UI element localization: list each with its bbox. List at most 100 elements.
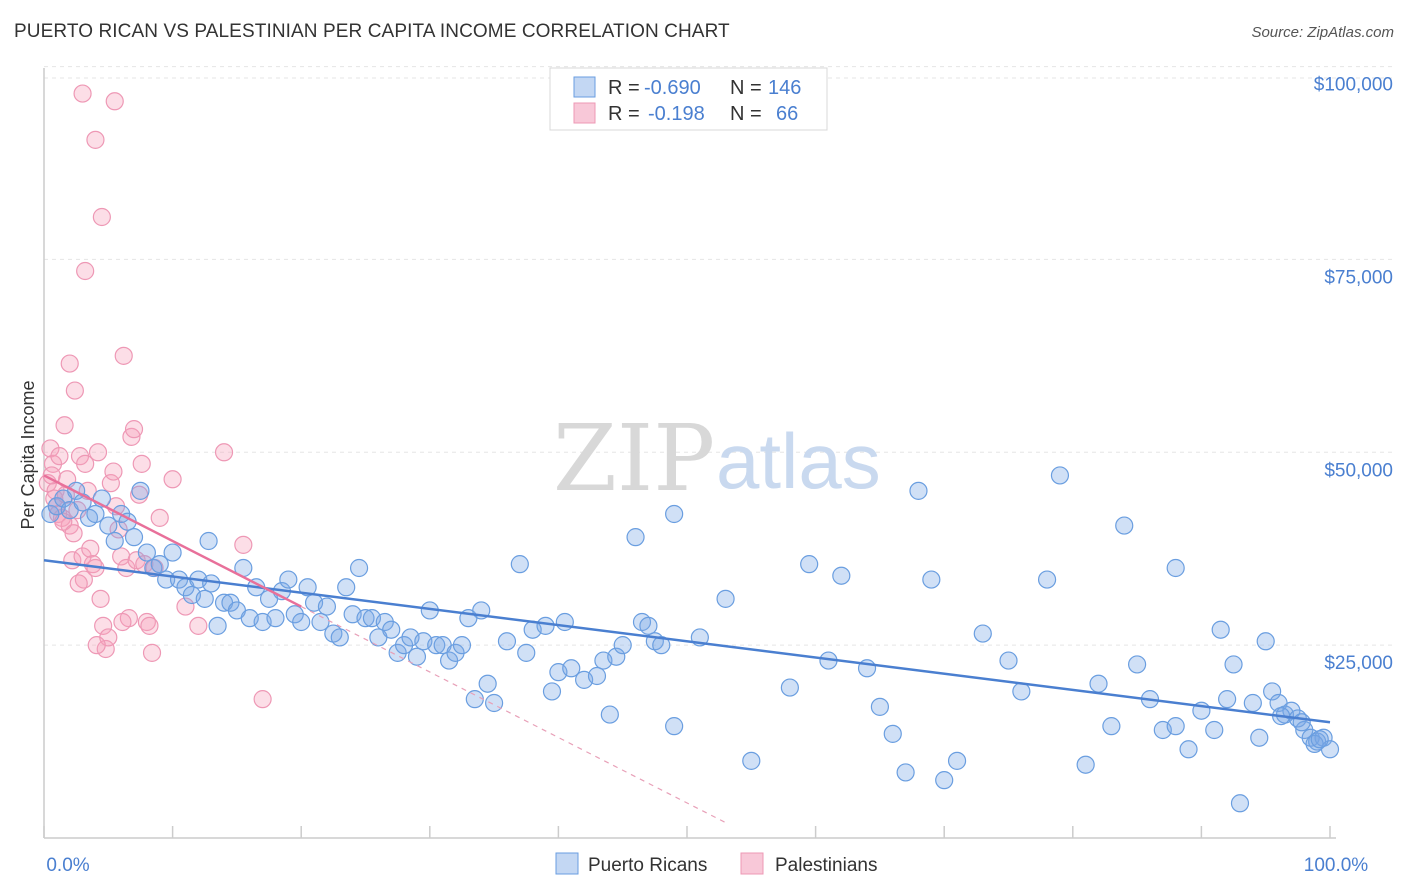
palestinians-point [114, 346, 133, 365]
puerto-ricans-point [298, 578, 317, 597]
legend-n-value-1: 146 [768, 77, 801, 99]
puerto-ricans-point [510, 555, 529, 574]
palestinians-point [104, 462, 123, 481]
puerto-ricans-point [1089, 674, 1108, 693]
puerto-ricans-point [1050, 466, 1070, 485]
puerto-ricans-point [1179, 740, 1198, 759]
palestinians-point [94, 616, 113, 635]
palestinians-point [65, 381, 84, 400]
palestinians-point [60, 354, 79, 373]
axes [43, 68, 1336, 839]
puerto-ricans-point [195, 589, 214, 608]
palestinians-point [88, 443, 108, 462]
puerto-ricans-point [99, 516, 118, 535]
puerto-ricans-point [137, 543, 156, 562]
puerto-ricans-point [279, 570, 298, 589]
palestinians-point [81, 539, 100, 558]
puerto-ricans-point [1256, 632, 1275, 651]
puerto-ricans-point [202, 574, 221, 593]
palestinians-point [163, 470, 182, 489]
palestinians-point [113, 612, 132, 632]
legend-n-label-2: N = [730, 103, 762, 125]
puerto-ricans-point [665, 717, 684, 736]
legend-n-value-2: 66 [776, 103, 798, 125]
puerto-ricans-point [150, 555, 169, 574]
puerto-ricans-point [517, 643, 536, 662]
correlation-legend: R = -0.690 N = 146 R = -0.198 N = 66 [549, 67, 828, 131]
puerto-ricans-point [485, 693, 504, 713]
puerto-ricans-point [337, 578, 356, 597]
palestinians-point [176, 597, 195, 616]
palestinians-trend-line [43, 474, 302, 608]
x-tick-label-min: 0.0% [46, 855, 89, 876]
puerto-ricans-point [311, 612, 330, 632]
puerto-ricans-point [1076, 755, 1095, 774]
palestinians-point [105, 92, 124, 111]
legend-r-value-1: -0.690 [644, 77, 701, 99]
legend-r-value-2: -0.198 [648, 103, 705, 125]
puerto-ricans-points [41, 466, 1340, 813]
y-tick-label: $75,000 [1324, 267, 1393, 288]
puerto-ricans-point [356, 609, 375, 628]
palestinians-point [73, 84, 92, 103]
puerto-ricans-point [1102, 717, 1121, 736]
puerto-ricans-point [131, 481, 150, 500]
puerto-ricans-point [1127, 655, 1147, 674]
palestinians-point [76, 454, 95, 473]
puerto-ricans-point [124, 528, 144, 547]
puerto-ricans-point [652, 636, 671, 655]
puerto-ricans-point [478, 674, 497, 693]
puerto-ricans-point [407, 647, 427, 666]
watermark: ZIP atlas [553, 405, 881, 512]
palestinians-point [50, 447, 69, 466]
palestinians-point [55, 416, 74, 435]
puerto-ricans-point [452, 636, 472, 655]
puerto-ricans-point [497, 632, 517, 651]
puerto-ricans-point [465, 690, 484, 709]
palestinians-point [124, 420, 144, 439]
palestinians-point [91, 589, 110, 608]
puerto-ricans-point [1166, 558, 1185, 578]
puerto-ricans-point [973, 624, 992, 643]
palestinians-points [38, 84, 272, 709]
puerto-ricans-point [909, 481, 928, 500]
puerto-ricans-point [947, 751, 967, 770]
puerto-ricans-point [883, 724, 902, 743]
puerto-ricans-point [1292, 713, 1311, 732]
palestinians-point [101, 474, 120, 493]
puerto-ricans-point [86, 504, 105, 524]
puerto-ricans-point [742, 751, 761, 770]
palestinians-point [140, 616, 159, 635]
puerto-ricans-point [1205, 720, 1224, 740]
y-tick-label: $25,000 [1324, 653, 1393, 674]
puerto-ricans-point [1224, 655, 1243, 674]
palestinians-point [64, 524, 83, 543]
chart-title: PUERTO RICAN VS PALESTINIAN PER CAPITA I… [14, 21, 730, 42]
puerto-ricans-point [832, 566, 851, 585]
puerto-ricans-point [607, 647, 626, 666]
palestinians-point [69, 574, 88, 593]
puerto-ricans-point [266, 609, 285, 628]
puerto-ricans-point [1218, 690, 1237, 709]
puerto-ricans-point [1115, 516, 1134, 535]
palestinians-point [96, 639, 115, 659]
puerto-ricans-point [1166, 717, 1185, 736]
puerto-ricans-point [613, 636, 632, 655]
series-legend-label-blue: Puerto Ricans [588, 855, 707, 876]
puerto-ricans-trend-line [43, 559, 1331, 724]
puerto-ricans-point [800, 555, 819, 574]
palestinians-point [214, 443, 234, 462]
palestinians-point [150, 508, 169, 527]
puerto-ricans-point [562, 659, 581, 678]
puerto-ricans-point [1230, 794, 1250, 813]
x-ticks [43, 826, 1331, 838]
legend-r-label-1: R = [608, 77, 640, 99]
palestinians-point [132, 454, 151, 473]
puerto-ricans-point [555, 612, 574, 632]
puerto-ricans-point [317, 597, 337, 616]
y-tick-label: $50,000 [1324, 460, 1393, 481]
puerto-ricans-point [208, 616, 227, 635]
puerto-ricans-point [427, 636, 446, 655]
legend-n-label-1: N = [730, 77, 762, 99]
puerto-ricans-point [199, 531, 218, 551]
